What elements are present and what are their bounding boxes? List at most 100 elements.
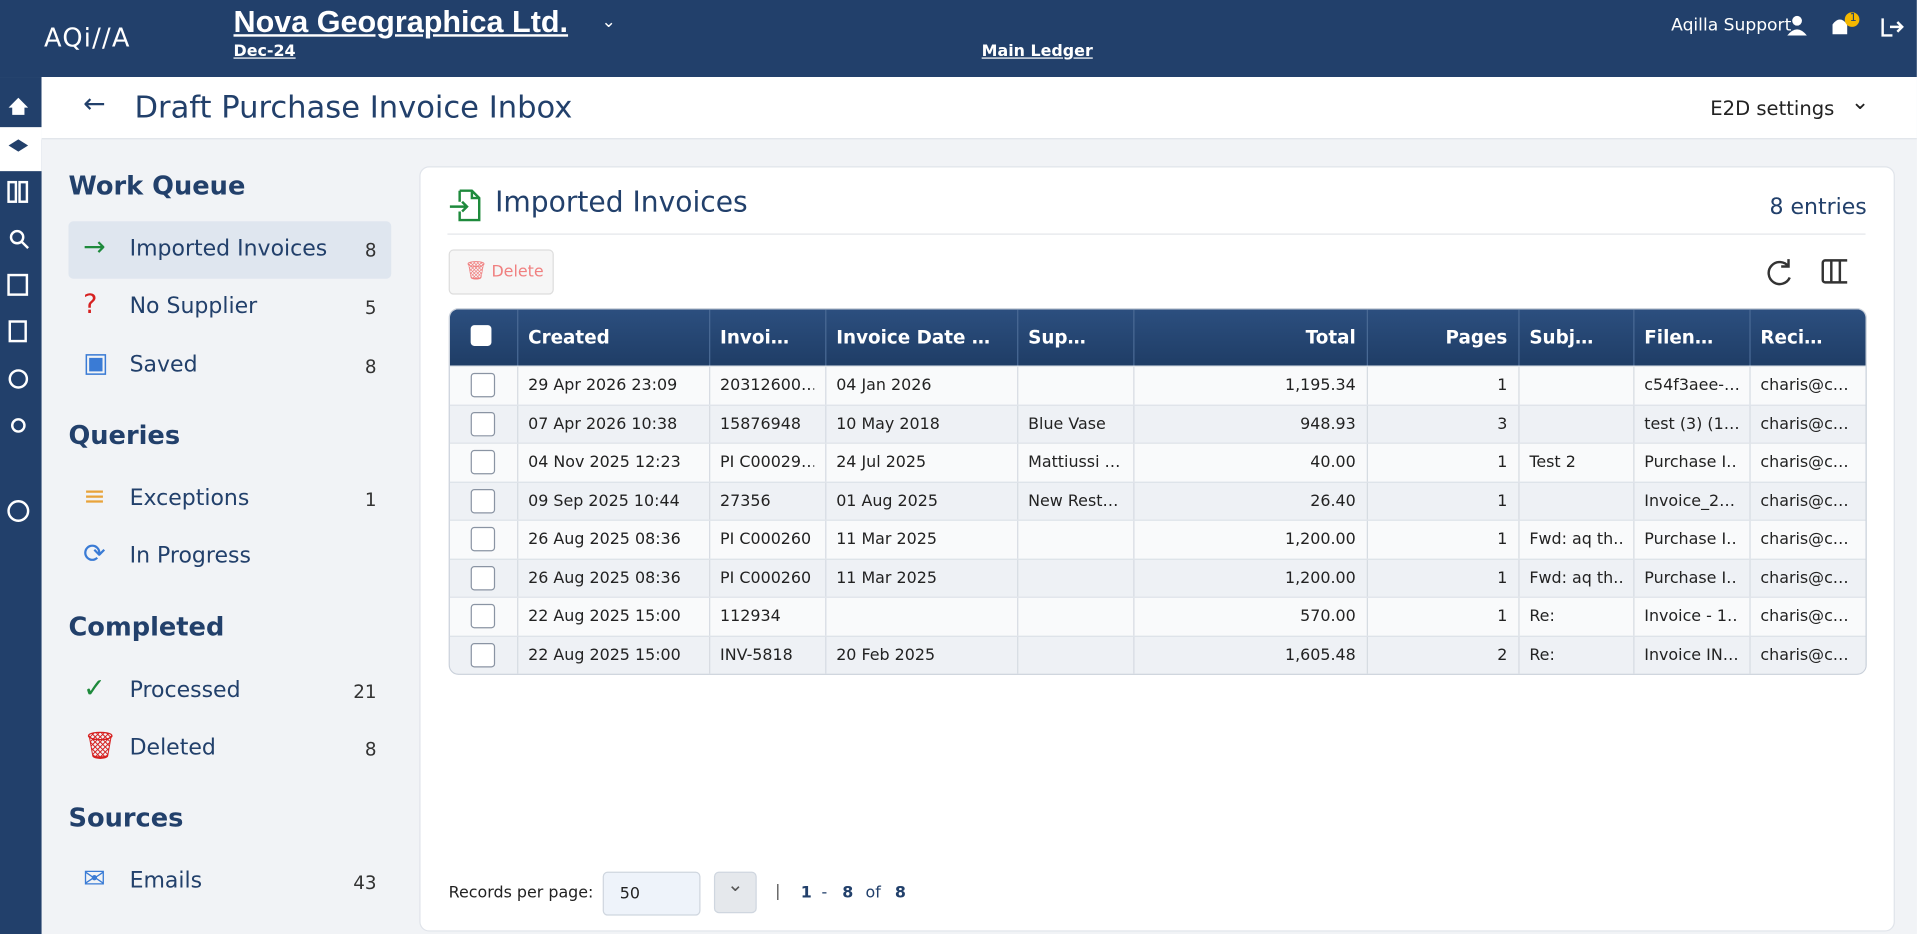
icon-rail bbox=[0, 77, 42, 934]
table-cell: Fwd: aq th… bbox=[1529, 569, 1623, 588]
entries: 8 entries bbox=[1769, 194, 1867, 221]
chevron[interactable]: ⌄ bbox=[1850, 89, 1870, 115]
column-header[interactable]: Filen… bbox=[1644, 326, 1714, 349]
table-cell: Re: bbox=[1529, 607, 1555, 626]
table-row[interactable]: 29 Apr 2026 23:09 20312600… 04 Jan 2026 1,1… bbox=[449, 365, 1866, 406]
ledger[interactable]: Main Ledger bbox=[981, 42, 1093, 62]
table-cell: 1 bbox=[1497, 376, 1508, 395]
cell-divider bbox=[1518, 405, 1520, 445]
checkbox[interactable] bbox=[470, 449, 496, 475]
column-header[interactable]: Invoice Date … bbox=[836, 326, 991, 349]
chevron[interactable]: ⌄ bbox=[601, 12, 616, 32]
queue-item[interactable]: ≡ Exceptions 1 bbox=[68, 471, 391, 528]
queue-item[interactable]: ✉ Emails 43 bbox=[68, 853, 391, 910]
table-cell: INV-5818 bbox=[720, 646, 793, 665]
user[interactable]: Aqilla Support bbox=[1671, 15, 1792, 36]
table-row[interactable]: 04 Nov 2025 12:23 PI C00029… 24 Jul 2025 Ma… bbox=[449, 442, 1866, 483]
cell-divider bbox=[1017, 520, 1019, 560]
column-header[interactable]: Sup… bbox=[1028, 326, 1086, 349]
queue-item[interactable]: ⟳ In Progress bbox=[68, 528, 391, 585]
table-cell: PI C00029… bbox=[720, 453, 815, 472]
cell-divider bbox=[517, 636, 519, 674]
cell-divider bbox=[1749, 366, 1751, 406]
cell-divider bbox=[1366, 520, 1368, 560]
table-cell: 11 Mar 2025 bbox=[836, 530, 937, 549]
per-page-toggle[interactable]: ⌄ bbox=[713, 871, 757, 914]
queue-item[interactable]: ? No Supplier 5 bbox=[68, 279, 391, 336]
table-cell: Purchase I… bbox=[1644, 530, 1739, 549]
back-button[interactable]: ← bbox=[83, 89, 106, 120]
item-icon: ⟳ bbox=[83, 539, 106, 570]
company[interactable]: Nova Geographica Ltd. bbox=[233, 4, 569, 40]
column-header[interactable]: Invoi… bbox=[720, 326, 790, 349]
cell-divider bbox=[1366, 482, 1368, 522]
checkbox[interactable] bbox=[470, 603, 496, 629]
section-heading: Sources bbox=[68, 803, 184, 833]
item-count: 8 bbox=[364, 355, 377, 378]
cell-divider bbox=[1366, 405, 1368, 445]
queue-item[interactable]: → Imported Invoices 8 bbox=[68, 221, 392, 279]
table-row[interactable]: 26 Aug 2025 08:36 PI C000260 11 Mar 2025 1,… bbox=[449, 558, 1866, 599]
table-row[interactable]: 26 Aug 2025 08:36 PI C000260 11 Mar 2025 1,… bbox=[449, 519, 1866, 560]
cell-divider bbox=[1633, 636, 1635, 674]
cell-divider bbox=[825, 636, 827, 674]
checkbox[interactable] bbox=[470, 642, 496, 667]
table-cell: 112934 bbox=[720, 607, 781, 626]
column-header[interactable]: Total bbox=[1305, 326, 1356, 349]
toolbar-icons[interactable] bbox=[1762, 256, 1848, 290]
column-header[interactable]: Subj… bbox=[1529, 326, 1594, 349]
cell-divider bbox=[709, 366, 711, 406]
table-cell: 3 bbox=[1497, 415, 1508, 434]
queue-item[interactable]: ✓ Processed 21 bbox=[68, 662, 391, 719]
page-dash: - bbox=[821, 883, 828, 903]
delete-button[interactable]: 🗑 Delete bbox=[448, 249, 554, 295]
item-label: Imported Invoices bbox=[129, 235, 328, 262]
per-page-input[interactable]: 50 bbox=[602, 871, 701, 916]
table-cell: 1 bbox=[1497, 453, 1508, 472]
table-row[interactable]: 22 Aug 2025 15:00 INV-5818 20 Feb 2025 1,60… bbox=[449, 635, 1866, 674]
column-divider bbox=[1633, 309, 1635, 366]
item-label: No Supplier bbox=[129, 293, 258, 320]
checkbox[interactable] bbox=[470, 325, 492, 346]
checkbox[interactable] bbox=[470, 565, 496, 590]
table-cell: charis@c… bbox=[1760, 607, 1849, 626]
cell-divider bbox=[1749, 559, 1751, 599]
cell-divider bbox=[517, 443, 519, 483]
checkbox[interactable] bbox=[470, 372, 496, 398]
first-page[interactable]: | bbox=[775, 882, 781, 901]
column-divider bbox=[709, 309, 711, 366]
period[interactable]: Dec-24 bbox=[233, 42, 296, 62]
item-label: In Progress bbox=[129, 543, 251, 569]
table-row[interactable]: 09 Sep 2025 10:44 27356 01 Aug 2025 New Res… bbox=[449, 481, 1866, 522]
top-icons[interactable] bbox=[1785, 12, 1907, 41]
item-icon: → bbox=[83, 232, 106, 263]
table-cell: charis@c… bbox=[1760, 415, 1849, 434]
column-header[interactable]: Reci… bbox=[1760, 326, 1823, 349]
page-of: of bbox=[865, 883, 881, 903]
queue-item[interactable]: ▣ Saved 8 bbox=[68, 337, 391, 394]
cell-divider bbox=[1633, 559, 1635, 599]
item-label: Processed bbox=[129, 676, 241, 703]
table-cell: 24 Jul 2025 bbox=[836, 453, 927, 472]
checkbox[interactable] bbox=[470, 411, 496, 436]
cell-divider bbox=[517, 405, 519, 445]
table-cell: New Rest… bbox=[1028, 492, 1119, 511]
table-cell: Test 2 bbox=[1529, 453, 1576, 472]
table-cell: 26 Aug 2025 08:36 bbox=[528, 530, 681, 549]
settings[interactable]: E2D settings bbox=[1710, 96, 1835, 120]
cell-divider bbox=[517, 520, 519, 560]
checkbox[interactable] bbox=[470, 488, 496, 513]
cell-divider bbox=[709, 482, 711, 522]
table-cell: Re: bbox=[1529, 646, 1555, 665]
table-row[interactable]: 22 Aug 2025 15:00 112934 570.00 1 Re: Invoice… bbox=[449, 596, 1866, 637]
cell-divider bbox=[1518, 559, 1520, 599]
queue-item[interactable]: 🗑 Deleted 8 bbox=[68, 720, 391, 777]
table-row[interactable]: 07 Apr 2026 10:38 15876948 10 May 2018 Blue… bbox=[449, 404, 1866, 445]
cell-divider bbox=[1749, 443, 1751, 483]
checkbox[interactable] bbox=[470, 526, 496, 552]
table-cell: 40.00 bbox=[1310, 453, 1356, 472]
column-header[interactable]: Created bbox=[528, 326, 610, 349]
item-label: Deleted bbox=[129, 734, 216, 761]
column-header[interactable]: Pages bbox=[1445, 326, 1508, 349]
logo: AQi//A bbox=[44, 23, 131, 53]
